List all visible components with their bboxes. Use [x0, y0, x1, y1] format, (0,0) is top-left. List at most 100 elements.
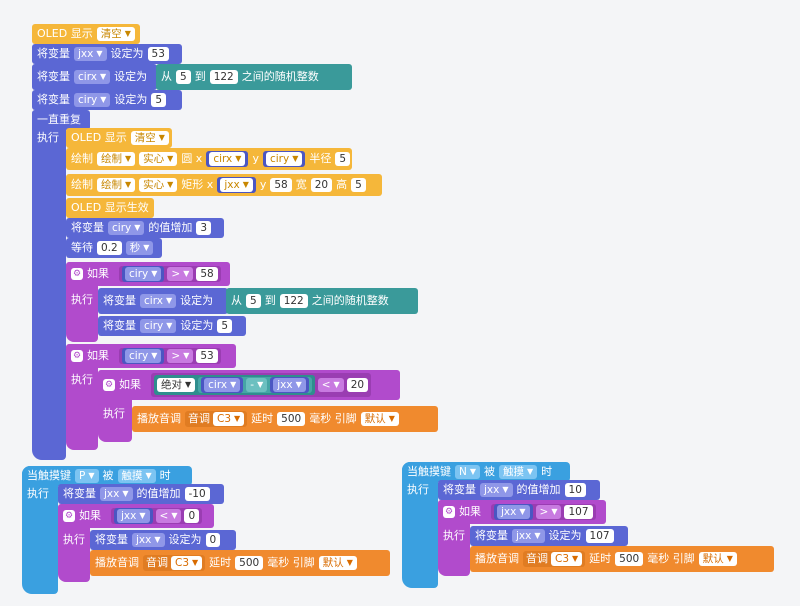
play-tone-block[interactable]: 播放音调 音调 C3 ▼ 延时 500 毫秒 引脚 默认 ▼	[132, 406, 438, 432]
compare-block[interactable]: ciry ▼ > ▼ 53	[119, 348, 221, 364]
var-dropdown-cirx[interactable]: cirx ▼	[140, 294, 177, 308]
value-input[interactable]: 107	[585, 529, 614, 543]
draw-mode-dropdown[interactable]: 绘制 ▼	[97, 178, 136, 192]
compare-block[interactable]: 绝对 ▼ cirx ▼ - ▼ jxx ▼ < ▼ 20	[151, 373, 372, 397]
var-dropdown-ciry[interactable]: ciry ▼	[140, 319, 177, 333]
var-dropdown-ciry[interactable]: ciry ▼	[108, 221, 145, 235]
tone-reporter[interactable]: 音调 C3 ▼	[143, 555, 206, 571]
value-input[interactable]: 500	[277, 412, 306, 426]
operator-dropdown[interactable]: < ▼	[317, 378, 344, 392]
tone-reporter[interactable]: 音调 C3 ▼	[185, 411, 248, 427]
note-dropdown[interactable]: C3 ▼	[551, 552, 583, 566]
value-input[interactable]: 10	[564, 483, 586, 497]
key-dropdown[interactable]: N ▼	[455, 465, 481, 479]
forever-loop-block[interactable]	[32, 110, 66, 460]
var-dropdown-jxx[interactable]: jxx ▼	[100, 487, 133, 501]
var-reporter-ciry[interactable]: ciry ▼	[262, 151, 306, 167]
value-input[interactable]: 0	[184, 509, 200, 523]
value-input[interactable]: 5	[176, 70, 191, 84]
var-reporter-jxx[interactable]: jxx ▼	[494, 504, 533, 520]
draw-circle-block[interactable]: 绘制 绘制 ▼ 实心 ▼ 圆 x cirx ▼ y ciry ▼ 半径 5	[66, 148, 352, 170]
value-input[interactable]: 20	[310, 178, 333, 192]
compare-block[interactable]: jxx ▼ > ▼ 107	[491, 504, 596, 520]
gear-icon[interactable]: ⚙	[71, 350, 83, 362]
compare-block[interactable]: ciry ▼ > ▼ 58	[119, 266, 221, 282]
set-cirx-block[interactable]: 将变量 cirx ▼ 设定为	[32, 64, 157, 90]
value-input[interactable]: 3	[196, 221, 212, 235]
var-dropdown-ciry[interactable]: ciry ▼	[74, 93, 111, 107]
value-input[interactable]: 5	[217, 319, 233, 333]
var-reporter-cirx[interactable]: cirx ▼	[201, 377, 244, 393]
draw-rect-block[interactable]: 绘制 绘制 ▼ 实心 ▼ 矩形 x jxx ▼ y 58 宽 20 高 5	[66, 174, 382, 196]
pin-dropdown[interactable]: 默认 ▼	[318, 556, 357, 570]
random-int-block[interactable]: 从 5 到 122 之间的随机整数	[156, 64, 352, 90]
time-unit-dropdown[interactable]: 秒 ▼	[125, 241, 154, 255]
fill-dropdown[interactable]: 实心 ▼	[139, 152, 178, 166]
gear-icon[interactable]: ⚙	[63, 510, 75, 522]
value-input[interactable]: 122	[279, 294, 308, 308]
touch-mode-dropdown[interactable]: 触摸 ▼	[499, 465, 538, 479]
pin-dropdown[interactable]: 默认 ▼	[360, 412, 399, 426]
var-dropdown-jxx[interactable]: jxx ▼	[132, 533, 165, 547]
value-input[interactable]: 58	[270, 178, 292, 192]
set-jxx-block[interactable]: 将变量 jxx ▼ 设定为 0	[90, 530, 236, 550]
subtract-block[interactable]: cirx ▼ - ▼ jxx ▼	[198, 377, 312, 393]
tone-reporter[interactable]: 音调 C3 ▼	[523, 551, 586, 567]
abs-block[interactable]: 绝对 ▼ cirx ▼ - ▼ jxx ▼	[154, 375, 315, 395]
var-reporter-jxx[interactable]: jxx ▼	[270, 377, 309, 393]
draw-mode-dropdown[interactable]: 绘制 ▼	[97, 152, 136, 166]
value-input[interactable]: 53	[196, 349, 218, 363]
operator-dropdown[interactable]: < ▼	[155, 509, 182, 523]
value-input[interactable]: 500	[615, 552, 644, 566]
var-reporter-jxx[interactable]: jxx ▼	[114, 508, 153, 524]
var-dropdown-jxx[interactable]: jxx ▼	[480, 483, 513, 497]
operator-dropdown[interactable]: - ▼	[246, 378, 268, 392]
note-dropdown[interactable]: C3 ▼	[171, 556, 203, 570]
oled-clear-block[interactable]: OLED 显示 清空 ▼	[32, 24, 140, 44]
random-int-block[interactable]: 从 5 到 122 之间的随机整数	[226, 288, 418, 314]
change-jxx-block[interactable]: 将变量 jxx ▼ 的值增加 10	[438, 480, 600, 500]
set-jxx-block[interactable]: 将变量 jxx ▼ 设定为 107	[470, 526, 628, 546]
change-jxx-block[interactable]: 将变量 jxx ▼ 的值增加 -10	[58, 484, 224, 504]
var-reporter-ciry[interactable]: ciry ▼	[122, 266, 165, 282]
var-reporter-cirx[interactable]: cirx ▼	[206, 151, 249, 167]
value-input[interactable]: -10	[184, 487, 210, 501]
oled-clear-block[interactable]: OLED 显示 清空 ▼	[66, 128, 172, 148]
set-jxx-block[interactable]: 将变量 jxx ▼ 设定为 53	[32, 44, 182, 64]
var-dropdown-jxx[interactable]: jxx ▼	[74, 47, 107, 61]
value-input[interactable]: 500	[235, 556, 264, 570]
clear-dropdown[interactable]: 清空 ▼	[130, 131, 169, 145]
fill-dropdown[interactable]: 实心 ▼	[139, 178, 178, 192]
operator-dropdown[interactable]: > ▼	[535, 505, 562, 519]
oled-show-block[interactable]: OLED 显示生效	[66, 198, 154, 218]
var-dropdown-jxx[interactable]: jxx ▼	[512, 529, 545, 543]
play-tone-block[interactable]: 播放音调 音调 C3 ▼ 延时 500 毫秒 引脚 默认 ▼	[90, 550, 390, 576]
note-dropdown[interactable]: C3 ▼	[213, 412, 245, 426]
clear-dropdown[interactable]: 清空 ▼	[96, 27, 135, 41]
operator-dropdown[interactable]: > ▼	[167, 349, 194, 363]
gear-icon[interactable]: ⚙	[71, 268, 83, 280]
set-ciry-block[interactable]: 将变量 ciry ▼ 设定为 5	[32, 90, 182, 110]
var-reporter-ciry[interactable]: ciry ▼	[122, 348, 165, 364]
pin-dropdown[interactable]: 默认 ▼	[698, 552, 737, 566]
set-ciry-block[interactable]: 将变量 ciry ▼ 设定为 5	[98, 316, 246, 336]
value-input[interactable]: 107	[564, 505, 593, 519]
gear-icon[interactable]: ⚙	[443, 506, 455, 518]
value-input[interactable]: 53	[147, 47, 169, 61]
value-input[interactable]: 5	[246, 294, 261, 308]
wait-block[interactable]: 等待 0.2 秒 ▼	[66, 238, 162, 258]
gear-icon[interactable]: ⚙	[103, 379, 115, 391]
operator-dropdown[interactable]: > ▼	[167, 267, 194, 281]
value-input[interactable]: 5	[351, 178, 366, 192]
var-dropdown-cirx[interactable]: cirx ▼	[74, 70, 111, 84]
value-input[interactable]: 0.2	[97, 241, 122, 255]
value-input[interactable]: 20	[346, 378, 369, 392]
play-tone-block[interactable]: 播放音调 音调 C3 ▼ 延时 500 毫秒 引脚 默认 ▼	[470, 546, 774, 572]
set-cirx-block[interactable]: 将变量 cirx ▼ 设定为	[98, 288, 228, 314]
abs-dropdown[interactable]: 绝对 ▼	[157, 378, 196, 392]
value-input[interactable]: 5	[151, 93, 167, 107]
value-input[interactable]: 122	[209, 70, 238, 84]
value-input[interactable]: 58	[196, 267, 218, 281]
value-input[interactable]: 0	[205, 533, 221, 547]
change-ciry-block[interactable]: 将变量 ciry ▼ 的值增加 3	[66, 218, 224, 238]
